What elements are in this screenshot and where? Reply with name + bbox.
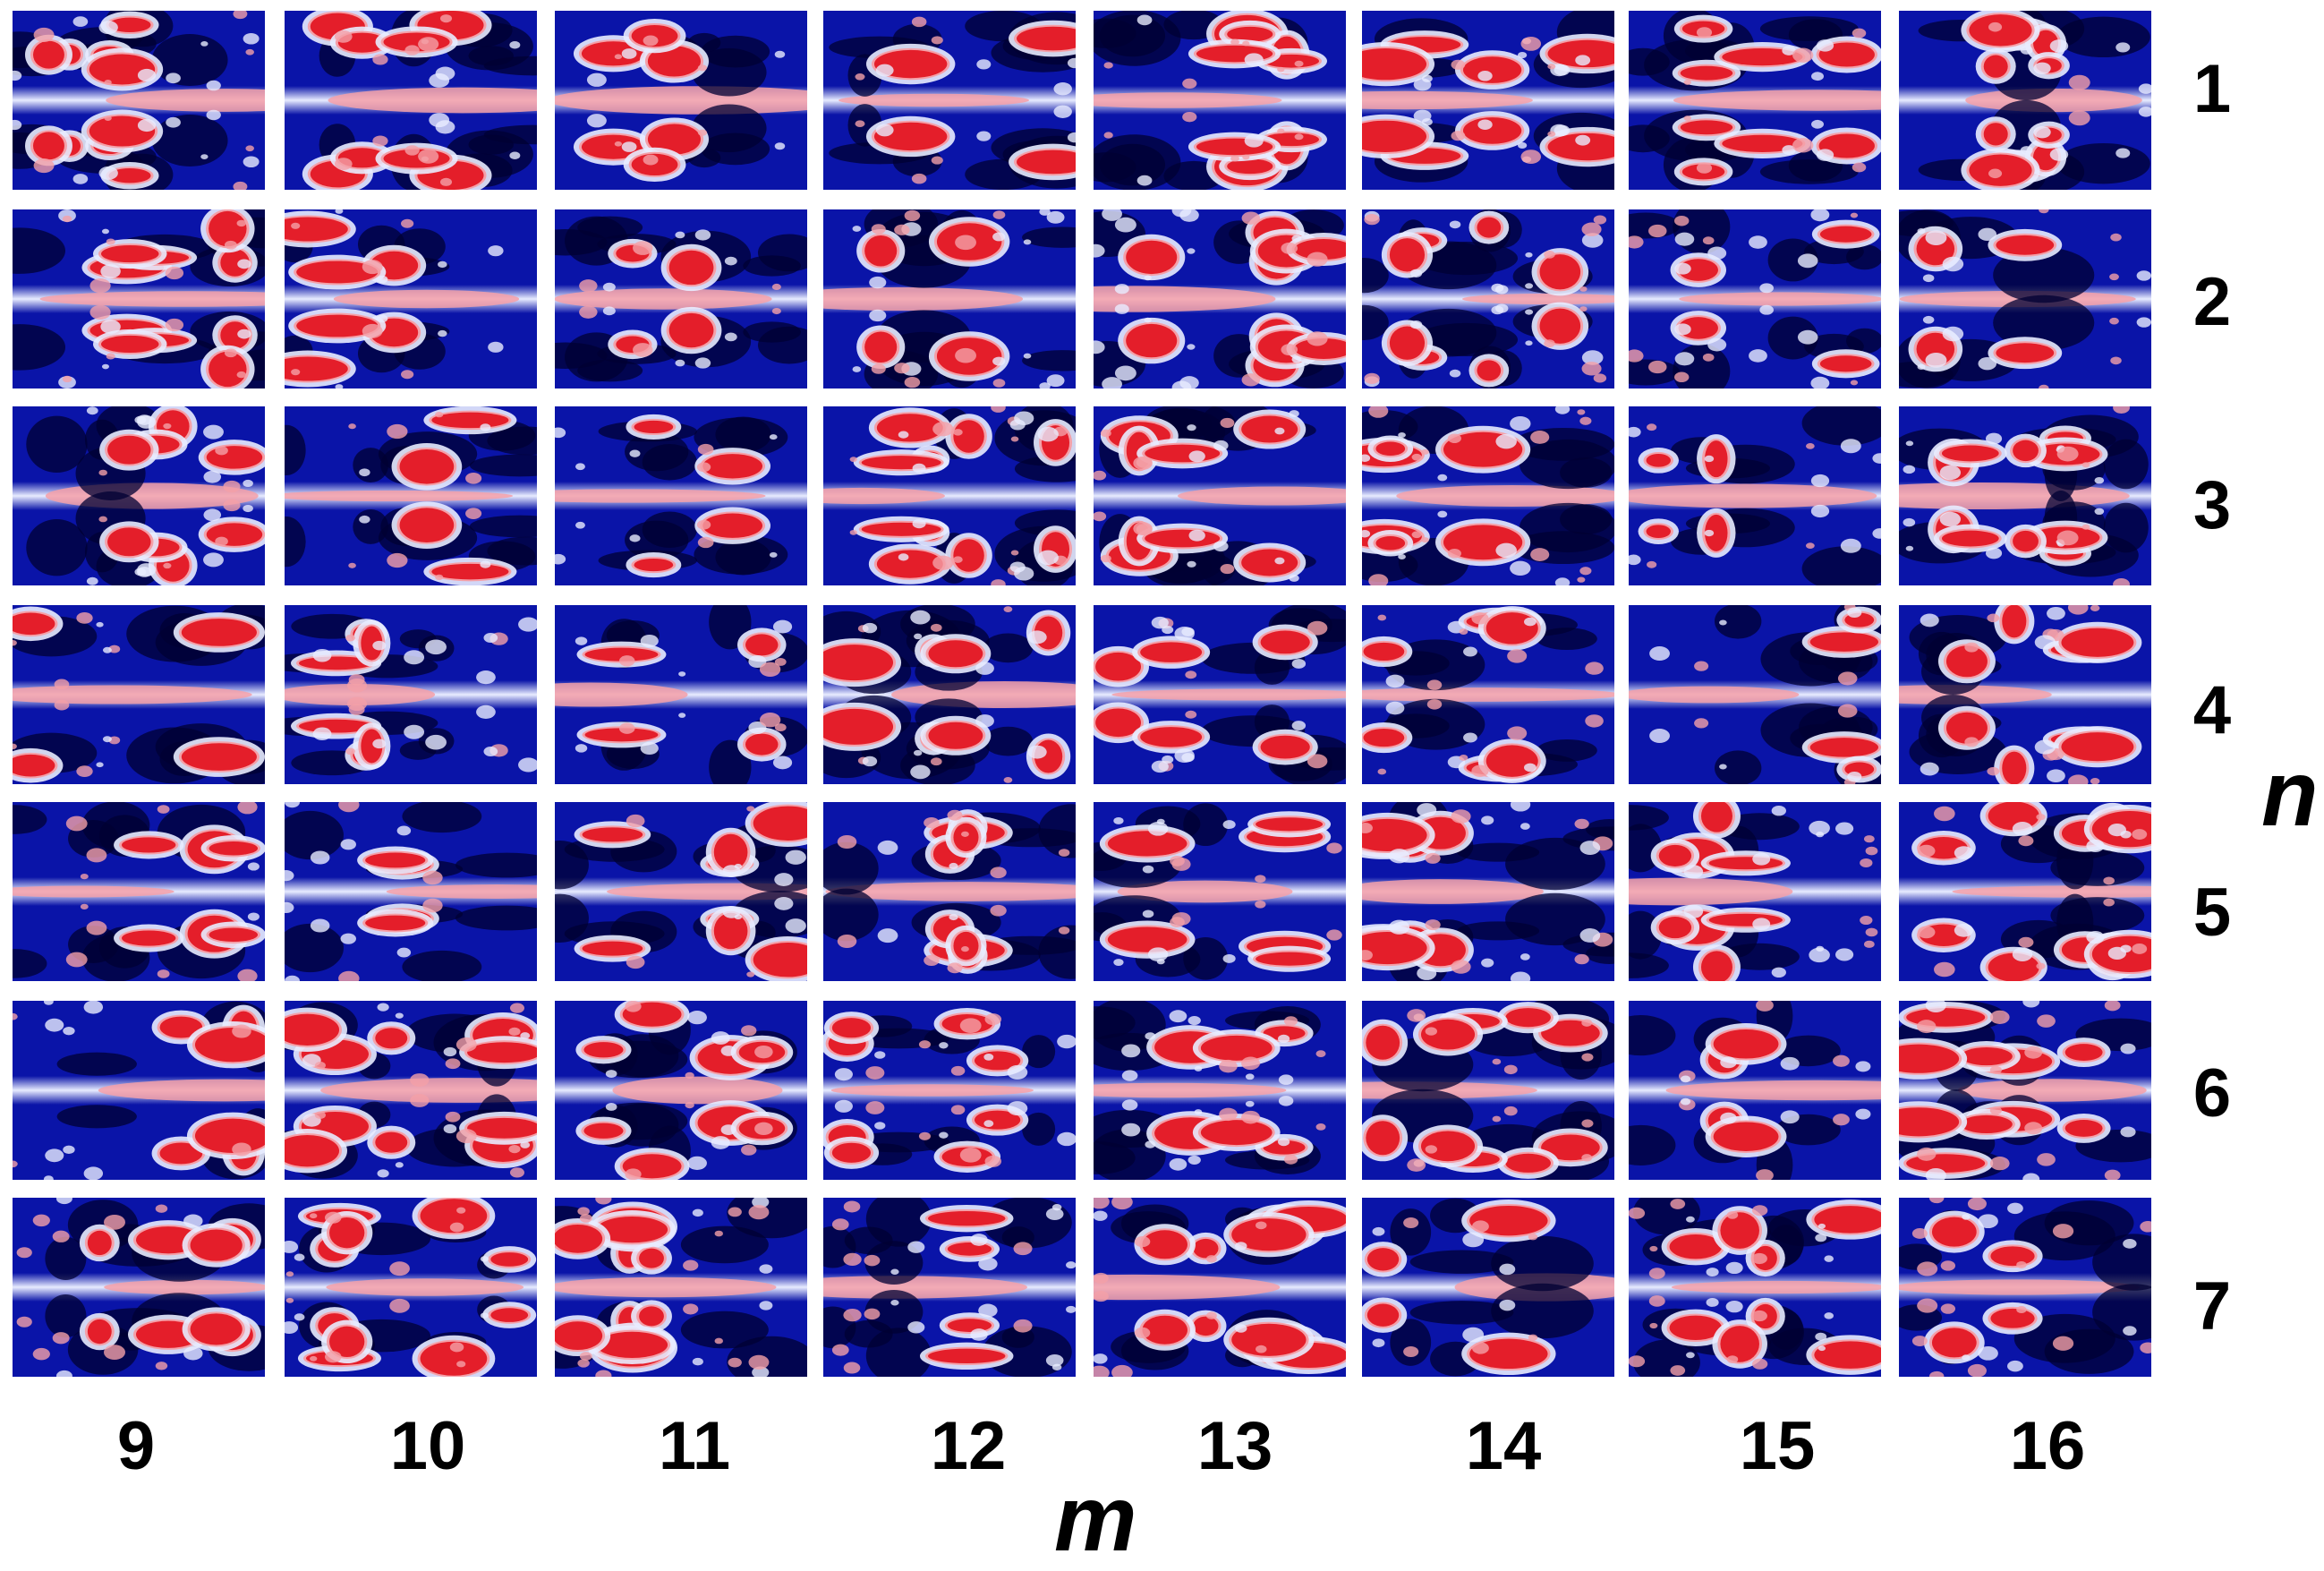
m-label-13: 13 [1196, 1408, 1273, 1484]
mode-tile-m13-n5 [1094, 802, 1346, 981]
n-label-6: 6 [2192, 1055, 2232, 1131]
mode-tile-m15-n4 [1629, 605, 1881, 784]
mode-tile-m10-n2 [285, 209, 537, 388]
mode-tile-m12-n3 [823, 406, 1076, 585]
mode-tile-m12-n5 [823, 802, 1076, 981]
mode-tile-m11-n6 [555, 1001, 807, 1180]
mode-tile-m15-n7 [1629, 1198, 1881, 1377]
mode-tile-m11-n4 [555, 605, 807, 784]
mode-tile-m16-n4 [1899, 605, 2151, 784]
mode-tile-m16-n5 [1899, 802, 2151, 981]
y-axis-title: n [2261, 742, 2319, 846]
x-axis-title: m [1054, 1467, 1137, 1571]
mode-tile-m12-n7 [823, 1198, 1076, 1377]
mode-tile-m11-n3 [555, 406, 807, 585]
mode-tile-m15-n2 [1629, 209, 1881, 388]
mode-tile-m11-n2 [555, 209, 807, 388]
mode-tile-m10-n5 [285, 802, 537, 981]
mode-tile-m12-n6 [823, 1001, 1076, 1180]
mode-tile-m15-n6 [1629, 1001, 1881, 1180]
mode-tile-m12-n1 [823, 11, 1076, 190]
mode-tile-m15-n5 [1629, 802, 1881, 981]
mode-tile-m14-n3 [1362, 406, 1614, 585]
n-label-1: 1 [2192, 51, 2232, 127]
mode-tile-m14-n4 [1362, 605, 1614, 784]
mode-tile-m13-n3 [1094, 406, 1346, 585]
mode-tile-m15-n3 [1629, 406, 1881, 585]
n-label-7: 7 [2192, 1268, 2232, 1345]
mode-tile-m9-n6 [13, 1001, 265, 1180]
mode-tile-m9-n4 [13, 605, 265, 784]
mode-tile-m14-n1 [1362, 11, 1614, 190]
mode-tile-m9-n1 [13, 11, 265, 190]
m-label-12: 12 [930, 1408, 1007, 1484]
mode-tile-m9-n7 [13, 1198, 265, 1377]
mode-tile-m9-n5 [13, 802, 265, 981]
mode-tile-m14-n6 [1362, 1001, 1614, 1180]
m-label-10: 10 [389, 1408, 466, 1484]
mode-tile-m14-n5 [1362, 802, 1614, 981]
mode-tile-m16-n3 [1899, 406, 2151, 585]
mode-tile-m16-n6 [1899, 1001, 2151, 1180]
mode-tile-m9-n2 [13, 209, 265, 388]
n-label-2: 2 [2192, 264, 2232, 340]
mode-tile-m12-n4 [823, 605, 1076, 784]
mode-tile-m13-n1 [1094, 11, 1346, 190]
mode-tile-m10-n7 [285, 1198, 537, 1377]
mode-tile-m9-n3 [13, 406, 265, 585]
n-label-4: 4 [2192, 672, 2232, 748]
m-label-11: 11 [658, 1408, 731, 1484]
m-label-15: 15 [1739, 1408, 1816, 1484]
mode-tile-m13-n4 [1094, 605, 1346, 784]
m-label-14: 14 [1465, 1408, 1542, 1484]
mode-tile-m11-n7 [555, 1198, 807, 1377]
mode-tile-m11-n1 [555, 11, 807, 190]
m-label-9: 9 [116, 1408, 156, 1484]
mode-tile-m15-n1 [1629, 11, 1881, 190]
mode-tile-m11-n5 [555, 802, 807, 981]
m-label-16: 16 [2009, 1408, 2086, 1484]
mode-tile-m12-n2 [823, 209, 1076, 388]
mode-tile-m14-n2 [1362, 209, 1614, 388]
mode-tile-m10-n3 [285, 406, 537, 585]
mode-tile-m16-n1 [1899, 11, 2151, 190]
n-label-3: 3 [2192, 467, 2232, 543]
mode-tile-m10-n1 [285, 11, 537, 190]
mode-tile-m13-n2 [1094, 209, 1346, 388]
mode-tile-m13-n6 [1094, 1001, 1346, 1180]
mode-tile-m16-n2 [1899, 209, 2151, 388]
mode-tile-m14-n7 [1362, 1198, 1614, 1377]
n-label-5: 5 [2192, 875, 2232, 951]
mode-tile-m16-n7 [1899, 1198, 2151, 1377]
mode-tile-m10-n4 [285, 605, 537, 784]
mode-tile-m10-n6 [285, 1001, 537, 1180]
mode-tile-m13-n7 [1094, 1198, 1346, 1377]
